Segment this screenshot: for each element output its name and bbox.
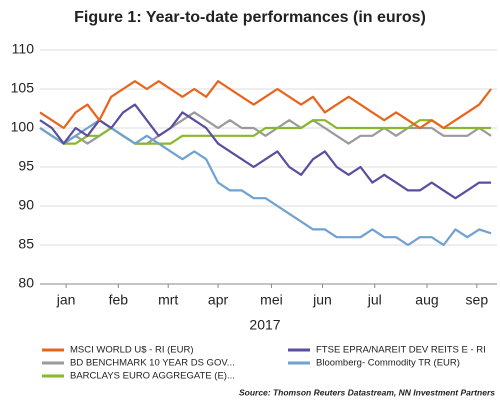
- x-tick-label: apr: [208, 292, 229, 308]
- y-tick-label: 80: [18, 275, 34, 291]
- x-axis-label: 2017: [249, 317, 280, 333]
- y-tick-label: 110: [12, 41, 35, 57]
- legend-label: Bloomberg- Commodity TR (EUR): [316, 358, 460, 369]
- legend-label: MSCI WORLD U$ - RI (EUR): [70, 345, 194, 356]
- source: Source: Thomson Reuters Datastream, NN I…: [239, 387, 495, 397]
- x-tick-label: mrt: [158, 292, 178, 308]
- x-tick-label: jul: [367, 292, 382, 308]
- series-line: [39, 119, 492, 247]
- series-line: [39, 103, 492, 200]
- legend-label: FTSE EPRA/NAREIT DEV REITS E - RI: [316, 345, 486, 356]
- chart-title: Figure 1: Year-to-date performances (in …: [74, 9, 426, 26]
- x-tick-label: jun: [312, 292, 332, 308]
- y-tick-label: 100: [11, 119, 35, 135]
- x-tick-label: feb: [109, 292, 129, 308]
- series-line: [39, 119, 492, 145]
- x-tick-label: jan: [56, 292, 76, 308]
- y-tick-label: 95: [18, 158, 34, 174]
- y-tick-label: 85: [18, 236, 34, 252]
- y-tick-label: 90: [18, 197, 34, 213]
- x-tick-label: aug: [415, 292, 438, 308]
- x-tick-label: mei: [260, 292, 283, 308]
- x-tick-label: sep: [466, 292, 489, 308]
- y-tick-label: 105: [11, 80, 35, 96]
- legend-label: BARCLAYS EURO AGGREGATE (E)...: [70, 371, 235, 382]
- legend-label: BD BENCHMARK 10 YEAR DS GOV...: [70, 358, 235, 369]
- series-line: [39, 80, 492, 130]
